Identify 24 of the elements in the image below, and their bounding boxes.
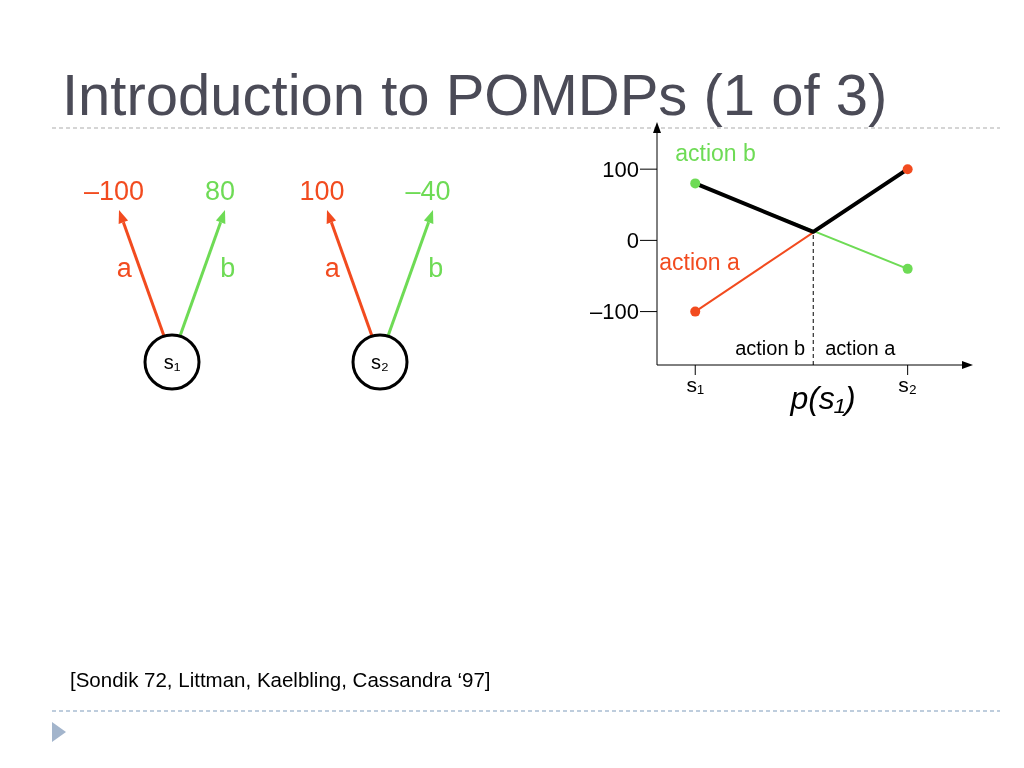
- y-tick-label: 100: [602, 156, 639, 182]
- legend-label: a: [116, 253, 133, 283]
- point: [902, 164, 913, 175]
- series-label: action b: [675, 140, 756, 167]
- legend-label: b: [220, 253, 236, 283]
- text: b: [428, 253, 444, 283]
- text: a: [324, 253, 340, 283]
- category-label: s₂: [371, 351, 389, 373]
- point: [690, 178, 701, 189]
- series-label: action a: [659, 248, 740, 275]
- point: [690, 306, 701, 317]
- y-tick-label: –100: [590, 299, 639, 325]
- text: [Sondik 72, Littman, Kaelbling, Cassandra ‘97]: [70, 668, 491, 691]
- text: Introduction to POMDPs (1 of 3): [62, 62, 888, 127]
- annotation: action b: [735, 337, 806, 359]
- x-axis-title: p(s₁): [789, 380, 856, 416]
- point: [902, 263, 913, 274]
- annotation: action a: [825, 337, 897, 359]
- y-tick-label: 0: [626, 228, 639, 254]
- data-label: –40: [405, 176, 451, 206]
- category-label: s₁: [163, 351, 181, 373]
- data-label: –100: [83, 176, 145, 206]
- data-label: 100: [299, 176, 345, 206]
- data-label: 80: [204, 176, 236, 206]
